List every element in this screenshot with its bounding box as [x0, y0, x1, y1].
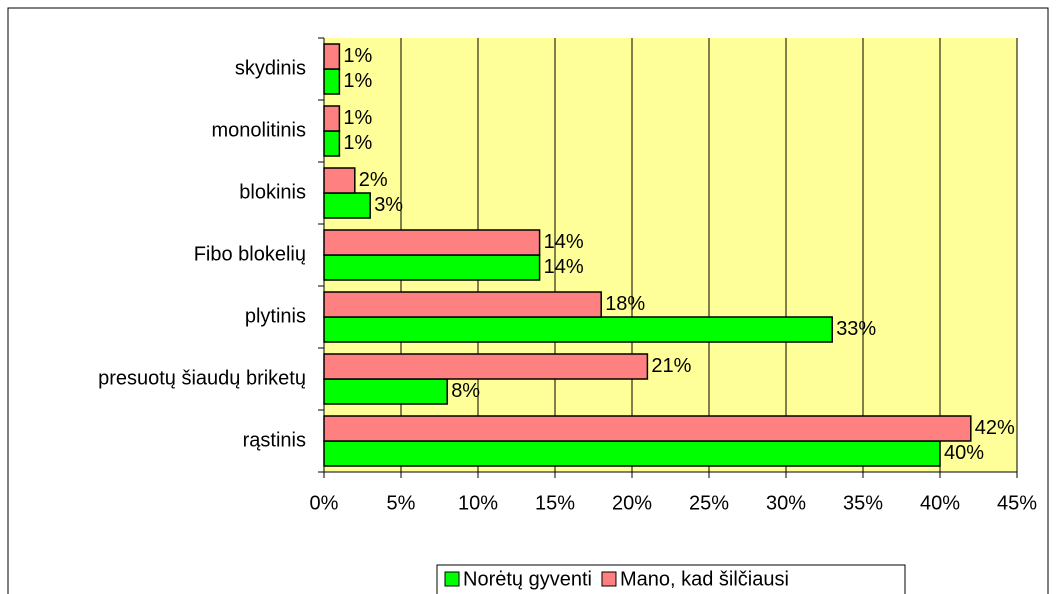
y-tick-label: Fibo blokelių	[194, 243, 306, 265]
x-tick-label: 35%	[843, 492, 883, 514]
y-tick-label: rąstinis	[243, 429, 306, 451]
bar	[323, 415, 972, 442]
data-label: 3%	[374, 194, 403, 216]
bar	[323, 105, 341, 132]
bar	[323, 353, 649, 380]
data-label: 1%	[343, 132, 372, 154]
x-tick-label: 10%	[458, 492, 498, 514]
x-tick-label: 40%	[920, 492, 960, 514]
y-tick-label: monolitinis	[212, 119, 306, 141]
data-label: 18%	[605, 293, 645, 315]
x-tick-label: 5%	[387, 492, 416, 514]
x-tick-label: 0%	[310, 492, 339, 514]
x-tick-label: 45%	[997, 492, 1037, 514]
data-label: 1%	[343, 107, 372, 129]
data-label: 33%	[836, 318, 876, 340]
data-label: 14%	[544, 231, 584, 253]
x-tick-label: 30%	[766, 492, 806, 514]
bar	[323, 192, 371, 219]
y-tick-label: skydinis	[235, 57, 306, 79]
bar	[323, 440, 941, 467]
y-tick-label: blokinis	[239, 181, 306, 203]
legend-label: Mano, kad šilčiausi	[620, 568, 789, 590]
data-label: 1%	[343, 45, 372, 67]
bar	[323, 130, 341, 157]
bar	[323, 291, 602, 318]
bar	[323, 316, 833, 343]
data-label: 2%	[359, 169, 388, 191]
legend-marker	[601, 571, 617, 587]
data-label: 42%	[975, 417, 1015, 439]
bar	[323, 378, 448, 405]
legend-box	[436, 564, 906, 594]
x-tick-label: 15%	[535, 492, 575, 514]
bar	[323, 43, 341, 70]
data-label: 1%	[343, 70, 372, 92]
bar	[323, 254, 541, 281]
bar	[323, 68, 341, 95]
y-tick-label: presuotų šiaudų briketų	[98, 367, 306, 389]
data-label: 21%	[651, 355, 691, 377]
bar	[323, 229, 541, 256]
legend-marker	[444, 571, 460, 587]
x-tick-label: 25%	[689, 492, 729, 514]
x-tick-label: 20%	[612, 492, 652, 514]
bar	[323, 167, 356, 194]
y-tick-label: plytinis	[245, 305, 306, 327]
data-label: 40%	[944, 442, 984, 464]
data-label: 14%	[544, 256, 584, 278]
legend-label: Norėtų gyventi	[463, 568, 592, 590]
data-label: 8%	[451, 380, 480, 402]
